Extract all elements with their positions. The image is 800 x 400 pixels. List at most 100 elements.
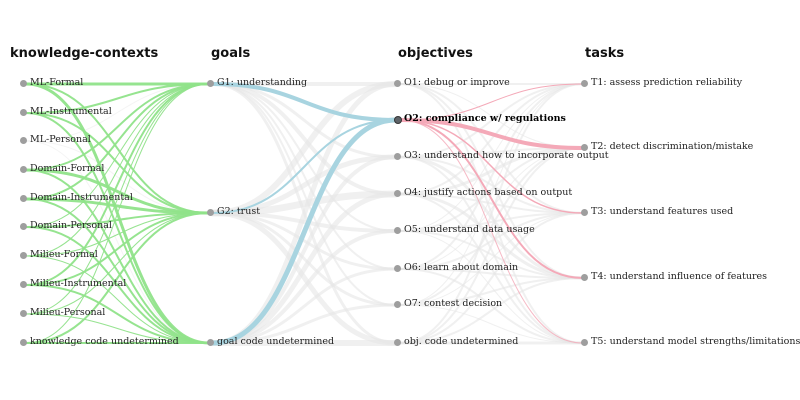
node-dot [394, 190, 401, 197]
node-label: Domain-Personal [30, 220, 112, 231]
node-dot [20, 281, 27, 288]
link-kc-goal [25, 212, 210, 286]
bg-link-objective-task [399, 83, 584, 158]
header-tasks: tasks [585, 46, 625, 61]
node-dot [20, 223, 27, 230]
link-kc-goal [25, 313, 210, 344]
node-label: T2: detect discrimination/mistake [591, 141, 754, 152]
bg-link-objective-task [399, 212, 584, 232]
node-dot [20, 310, 27, 317]
bg-link-objective-task [399, 83, 584, 344]
link-kc-goal [25, 83, 210, 315]
node-label: Domain-Formal [30, 163, 105, 174]
bg-link-goal-objective [210, 210, 399, 346]
bg-link-objective-task [399, 156, 584, 214]
node-label: G1: understanding [217, 77, 308, 88]
link-kc-goal [24, 197, 211, 215]
bg-link-objective-task [399, 83, 584, 232]
node-dot [20, 195, 27, 202]
node-label: O4: justify actions based on output [404, 187, 573, 198]
node-label: Milieu-Instrumental [30, 278, 127, 289]
link-kc-goal [25, 212, 210, 344]
link-objective-task [399, 119, 584, 279]
bg-link-objective-task [399, 230, 584, 279]
bg-link-goal-objective [211, 211, 398, 271]
link-goal-objective [212, 119, 397, 214]
bg-link-objective-task [399, 147, 584, 270]
node-dot [581, 209, 588, 216]
node-label: T3: understand features used [591, 206, 734, 217]
node-label: O7: contest decision [404, 298, 503, 309]
bg-link-objective-task [399, 277, 584, 306]
node-dot [581, 339, 588, 346]
node-dot [20, 166, 27, 173]
node-label: goal code undetermined [217, 336, 335, 347]
bg-link-objective-task [399, 268, 584, 344]
node-label: G2: trust [217, 206, 261, 217]
node-label: ML-Instrumental [30, 106, 112, 117]
node-dot [207, 80, 214, 87]
node-dot [207, 209, 214, 216]
node-label: O5: understand data usage [404, 224, 535, 235]
node-dot [394, 80, 401, 87]
link-kc-goal [25, 255, 210, 344]
bg-link-objective-task [399, 268, 584, 279]
node-dot [394, 265, 401, 272]
bg-link-objective-task [399, 83, 584, 270]
node-dot [20, 109, 27, 116]
bg-link-objective-task [399, 193, 584, 214]
bg-link-objective-task [399, 193, 584, 344]
bg-link-objective-task [399, 212, 584, 344]
node-dot [581, 80, 588, 87]
node-label: knowledge code undetermined [30, 336, 179, 347]
link-kc-goal [25, 83, 210, 114]
node-label: Milieu-Personal [30, 307, 106, 318]
bg-link-objective-task [399, 83, 584, 195]
header-knowledge-contexts: knowledge-contexts [10, 46, 159, 61]
bg-link-objective-task [399, 147, 584, 232]
link-goal-objective [211, 82, 398, 122]
bg-link-objective-task [399, 212, 584, 270]
link-kc-goal [25, 83, 210, 286]
bg-link-objective-task [399, 304, 584, 344]
link-kc-goal [25, 83, 210, 214]
bg-link-objective-task [399, 156, 584, 344]
link-kc-goal [25, 212, 210, 257]
node-dot [207, 339, 214, 346]
bg-link-objective-task [398, 155, 585, 280]
link-kc-goal [25, 83, 210, 228]
bg-link-goal-objective [211, 211, 398, 233]
node-dot [394, 116, 402, 124]
bg-link-objective-task [399, 147, 584, 344]
node-label: T5: understand model strengths/limitatio… [591, 336, 800, 347]
link-kc-goal [25, 212, 210, 228]
link-kc-goal [25, 83, 210, 344]
bg-link-objective-task [399, 147, 584, 306]
link-objective-task [399, 119, 584, 214]
bg-link-objective-task [399, 212, 584, 306]
node-label: O3: understand how to incorporate output [404, 150, 609, 161]
link-objective-task [399, 83, 584, 121]
node-dot [20, 339, 27, 346]
node-label: obj. code undetermined [404, 336, 519, 347]
node-dot [20, 252, 27, 259]
node-dot [394, 153, 401, 160]
bg-link-goal-objective [212, 83, 397, 270]
node-dot [20, 137, 27, 144]
node-label: O6: learn about domain [404, 262, 519, 273]
node-label: ML-Personal [30, 134, 91, 145]
link-objective-task [399, 119, 584, 344]
header-goals: goals [211, 46, 251, 61]
bg-link-goal-objective [211, 267, 398, 345]
header-objectives: objectives [398, 46, 473, 61]
node-label: Milieu-Formal [30, 249, 98, 260]
link-goal-objective [210, 117, 399, 346]
node-label: ML-Formal [30, 77, 84, 88]
link-kc-goal [25, 226, 210, 344]
bg-link-objective-task [399, 83, 584, 306]
link-kc-goal [25, 112, 210, 214]
bg-link-goal-objective [211, 229, 398, 345]
node-label: T1: assess prediction reliability [591, 77, 743, 88]
